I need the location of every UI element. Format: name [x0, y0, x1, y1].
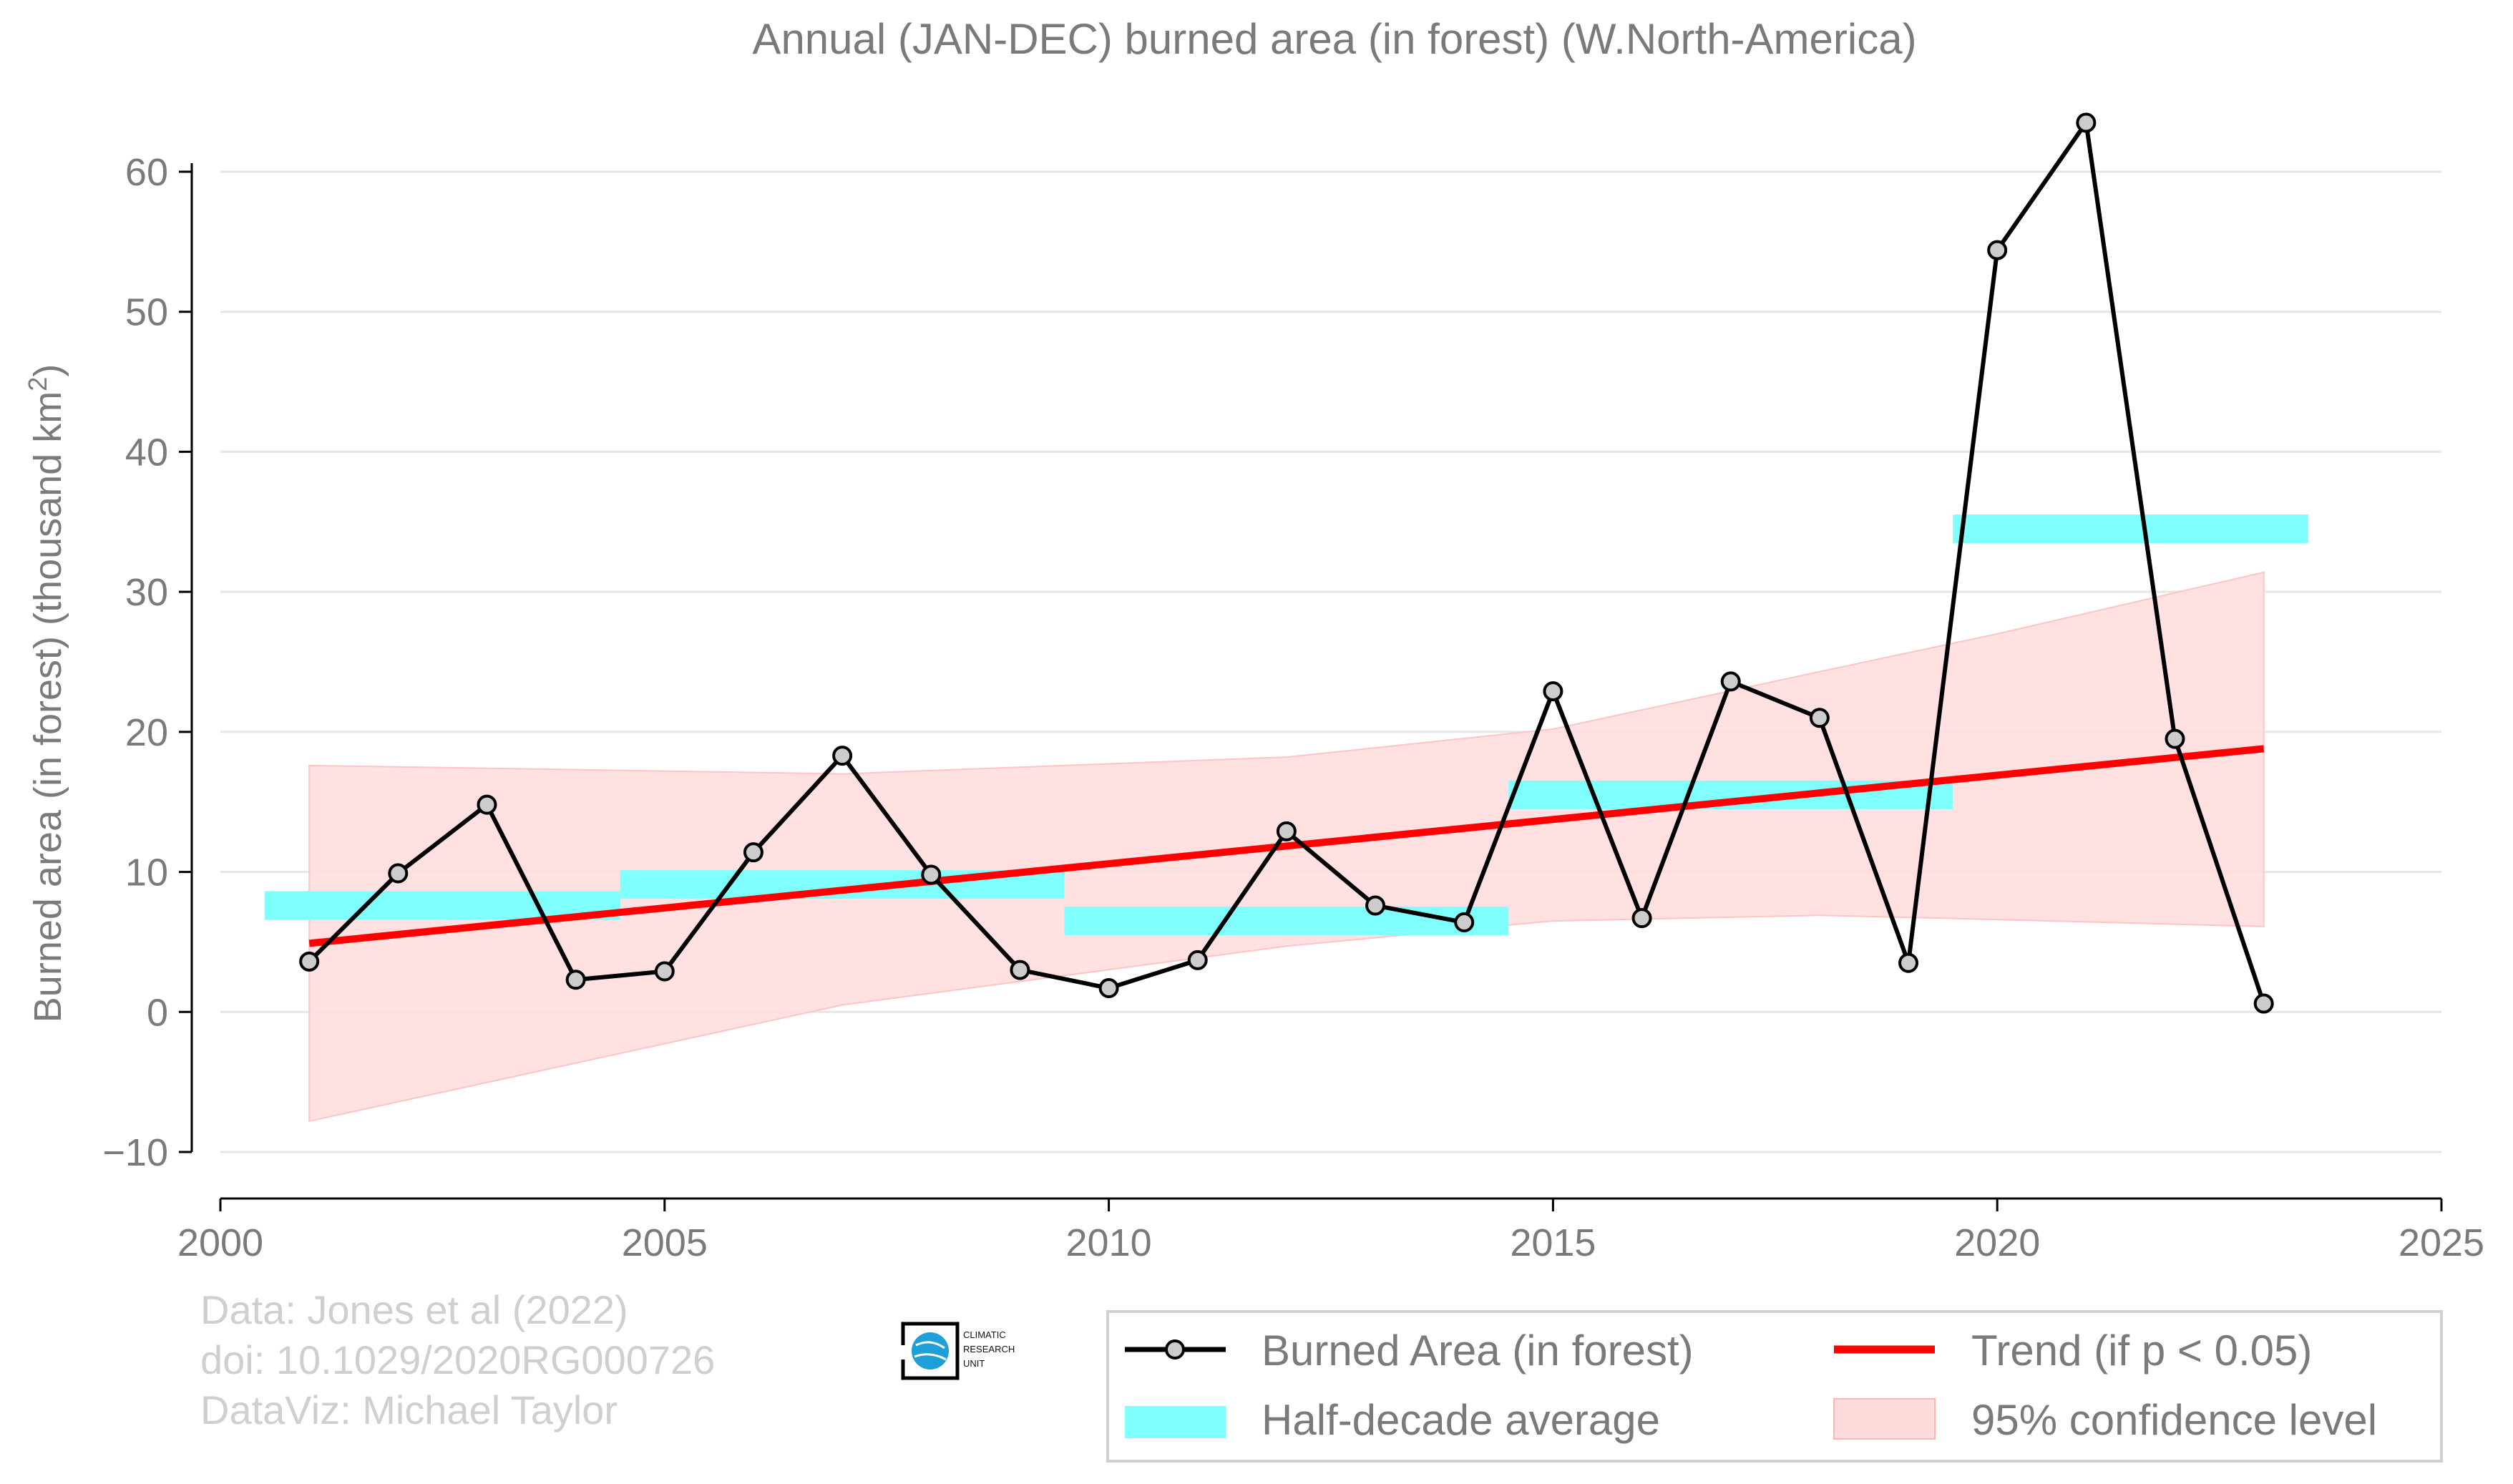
- legend-halfdecade-swatch: [1125, 1406, 1226, 1438]
- legend-halfdecade-label: Half-decade average: [1262, 1396, 1660, 1444]
- credit-data: Data: Jones et al (2022): [200, 1287, 628, 1332]
- legend-confidence-label: 95% confidence level: [1971, 1396, 2377, 1444]
- half-decade-bar: [1953, 514, 2308, 544]
- burned-area-point: [2165, 728, 2185, 749]
- y-tick-label: 20: [125, 711, 168, 754]
- y-tick-label: 60: [125, 151, 168, 194]
- burned-area-point: [299, 951, 320, 972]
- logo-text-climatic: CLIMATIC: [963, 1329, 1006, 1340]
- burned-area-point: [1098, 978, 1119, 999]
- y-tick-label: 0: [147, 991, 168, 1034]
- trend-line: [308, 745, 2265, 947]
- x-tick-label: 2025: [2399, 1221, 2484, 1264]
- burned-area-point: [1809, 708, 1830, 728]
- legend-confidence-swatch: [1833, 1398, 1936, 1440]
- logo-text-research: RESEARCH: [963, 1344, 1015, 1354]
- trend-layer: [308, 745, 2265, 947]
- burned-area-point: [654, 961, 675, 982]
- y-tick-label: −10: [102, 1131, 168, 1174]
- legend-trend-label: Trend (if p < 0.05): [1971, 1327, 2312, 1375]
- burned-area-point: [2076, 112, 2097, 133]
- half-decade-bar: [1064, 907, 1509, 936]
- credit-dataviz: DataViz: Michael Taylor: [200, 1387, 618, 1432]
- x-tick-label: 2015: [1510, 1221, 1596, 1264]
- burned-area-point: [565, 970, 586, 990]
- y-axis-label: Burned area (in forest) (thousand km2): [23, 364, 69, 1022]
- burned-area-point: [388, 863, 409, 884]
- chart-title: Annual (JAN-DEC) burned area (in forest)…: [752, 15, 1916, 63]
- axes: [190, 163, 2441, 1200]
- burned-area-point: [477, 794, 497, 815]
- x-tick-label: 2005: [622, 1221, 708, 1264]
- legend-burned-label: Burned Area (in forest): [1262, 1327, 1694, 1375]
- burned-area-point: [832, 746, 853, 766]
- legend-burned-marker: [1165, 1339, 1185, 1359]
- burned-area-point: [1898, 952, 1919, 973]
- y-tick-label: 30: [125, 571, 168, 614]
- burned-area-point: [1365, 895, 1386, 916]
- burned-area-point: [1987, 240, 2008, 260]
- burned-area-point: [1543, 681, 1563, 702]
- x-tick-label: 2000: [177, 1221, 263, 1264]
- burned-area-point: [921, 864, 942, 885]
- y-tick-label: 10: [125, 851, 168, 894]
- y-tick-label: 40: [125, 431, 168, 474]
- burned-area-point: [1276, 821, 1297, 841]
- logo-text-unit: UNIT: [963, 1358, 985, 1369]
- half-decade-layer: [265, 514, 2308, 936]
- burned-area-point: [1720, 671, 1741, 692]
- y-axis-label-end: ): [26, 364, 69, 377]
- legend-frame: [1106, 1310, 2443, 1463]
- ticks: −10 0 10 20 30 40 50 60 2000 2005 2010 2015 2020 2025: [102, 151, 2484, 1264]
- legend: Burned Area (in forest) Trend (if p < 0.…: [1106, 1310, 2443, 1463]
- credit-doi: doi: 10.1029/2020RG000726: [200, 1337, 715, 1382]
- y-tick-label: 50: [125, 291, 168, 334]
- x-tick-label: 2020: [1954, 1221, 2040, 1264]
- burned-area-layer: [299, 112, 2274, 1014]
- burned-area-point: [743, 842, 763, 863]
- burned-area-point: [1631, 908, 1652, 929]
- burned-area-point: [1187, 950, 1208, 970]
- burned-area-point: [1010, 960, 1030, 980]
- burned-area-point: [1454, 912, 1475, 933]
- cru-logo: CLIMATIC RESEARCH UNIT: [897, 1322, 1015, 1380]
- x-tick-label: 2010: [1066, 1221, 1152, 1264]
- y-axis-label-superscript: 2: [23, 377, 52, 391]
- burned-area-point: [2253, 993, 2274, 1014]
